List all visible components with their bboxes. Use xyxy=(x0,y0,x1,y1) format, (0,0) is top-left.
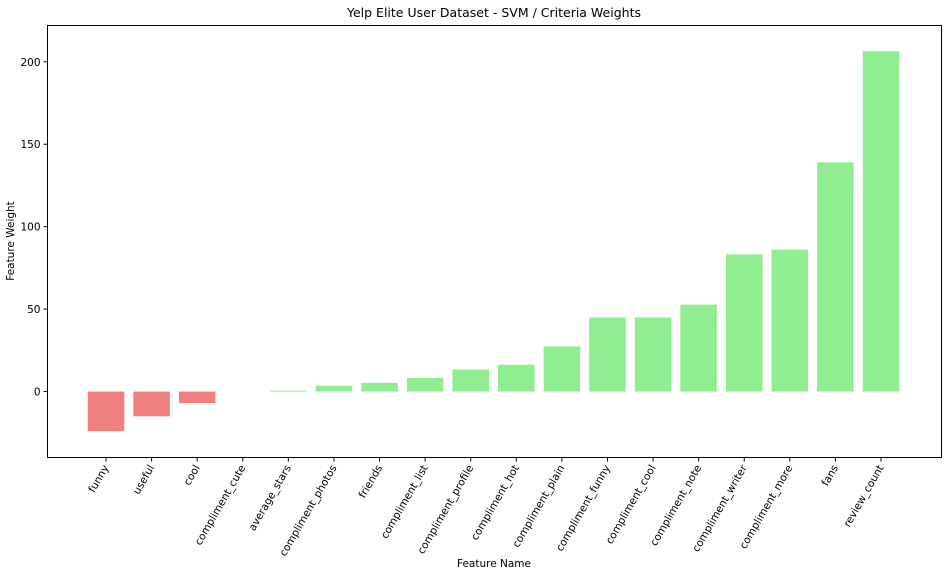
bar-compliment-profile xyxy=(452,369,489,392)
bar-friends xyxy=(361,382,398,392)
y-axis-label: Feature Weight xyxy=(5,201,17,281)
y-tick-label: 50 xyxy=(27,304,40,316)
x-tick-label: useful xyxy=(131,463,157,497)
bar-compliment-funny xyxy=(589,317,626,392)
y-tick-label: 0 xyxy=(34,387,41,399)
bar-compliment-cool xyxy=(634,317,672,392)
bar-funny xyxy=(87,391,125,432)
bar-compliment-writer xyxy=(725,254,763,392)
x-tick-label: fans xyxy=(819,463,841,488)
bar-useful xyxy=(133,391,170,417)
y-tick-label: 150 xyxy=(20,139,40,151)
bar-review-count xyxy=(862,51,900,392)
bar-cool xyxy=(178,391,216,404)
bars-group xyxy=(87,51,900,432)
x-tick-label: cool xyxy=(182,463,203,488)
x-tick-label: review_count xyxy=(841,463,886,529)
chart-title: Yelp Elite User Dataset - SVM / Criteria… xyxy=(346,5,641,20)
x-tick-label: compliment_note xyxy=(648,463,704,548)
bar-fans xyxy=(817,162,854,392)
bar-compliment-hot xyxy=(498,364,535,392)
bar-compliment-note xyxy=(680,304,717,392)
x-tick-label: compliment_more xyxy=(738,463,796,551)
x-tick-label: compliment_cute xyxy=(193,463,249,547)
x-tick-label: compliment_plain xyxy=(510,463,567,550)
bar-compliment-photos xyxy=(315,385,353,392)
bar-compliment-list xyxy=(406,378,444,392)
bar-compliment-plain xyxy=(543,346,581,392)
x-axis-label: Feature Name xyxy=(457,558,531,570)
y-tick-label: 100 xyxy=(20,222,40,234)
x-tick-label: compliment_hot xyxy=(469,463,522,542)
x-tick-label: compliment_list xyxy=(379,463,431,541)
x-tick-label: compliment_cool xyxy=(604,463,659,546)
x-axis: funny useful coolcompliment_cuteaverage_st… xyxy=(86,457,887,559)
y-tick-label: 200 xyxy=(20,57,40,69)
y-axis: 0 50 100 150 200 xyxy=(20,57,48,399)
bar-compliment-more xyxy=(771,249,809,392)
bar-average-stars xyxy=(270,390,307,392)
x-tick-label: friends xyxy=(357,463,385,500)
plot-frame xyxy=(47,25,942,458)
x-tick-label: funny xyxy=(86,463,111,495)
x-tick-label: average_stars xyxy=(247,463,294,533)
